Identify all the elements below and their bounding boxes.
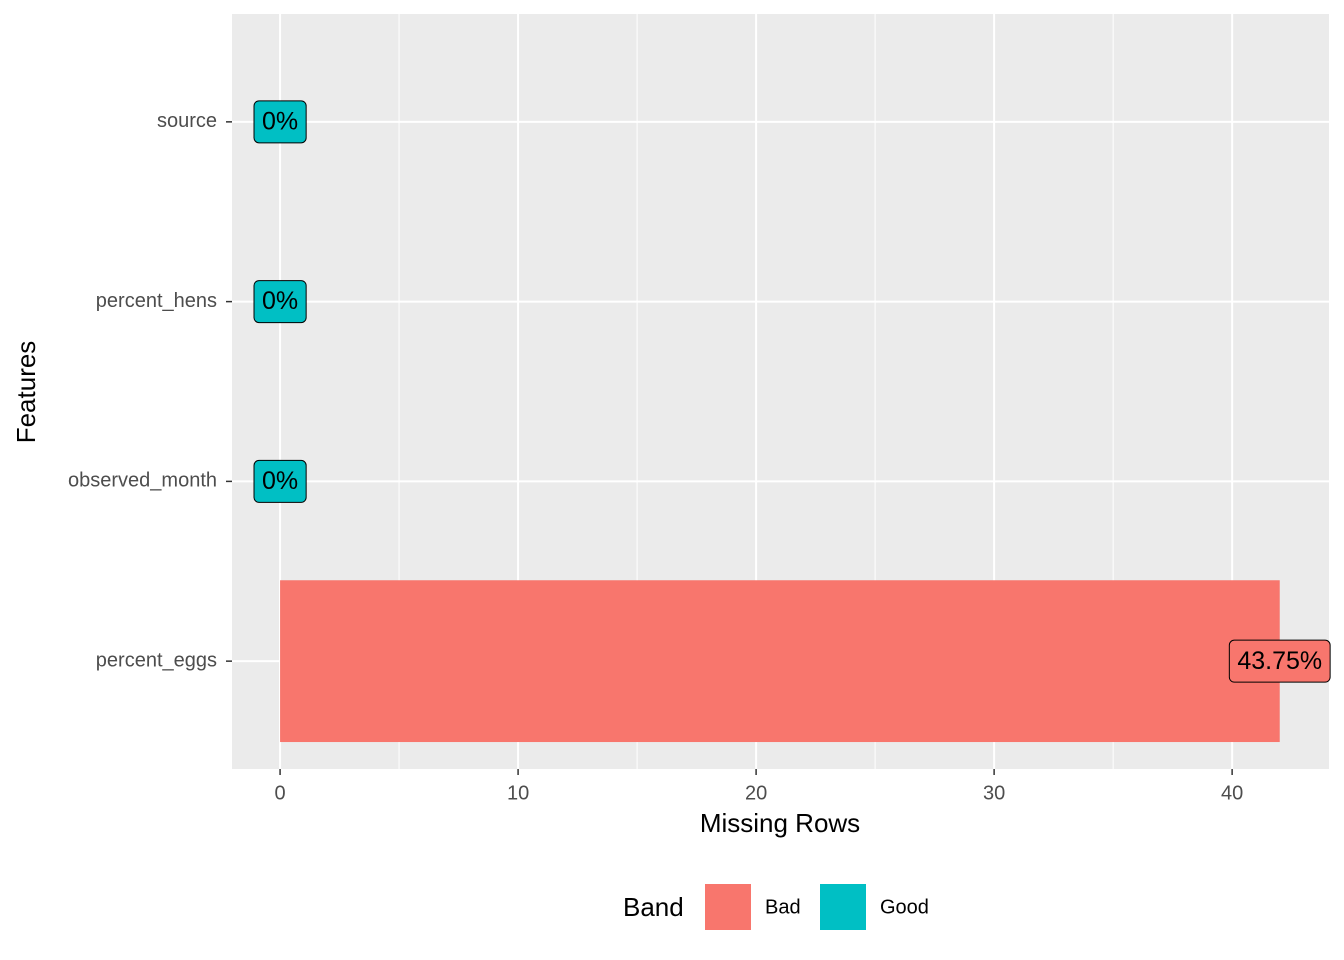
legend-key [705,884,751,930]
data-label-box [253,100,307,144]
y-tick-label: percent_eggs [96,649,217,671]
x-axis-title: Missing Rows [700,808,860,838]
data-label: 0% [262,107,298,135]
legend-key [820,884,866,930]
x-tick-label: 30 [983,782,1005,804]
data-label-box [253,280,307,324]
x-tick-label: 0 [275,782,286,804]
data-label: 43.75% [1237,647,1322,675]
y-axis-title: Features [11,341,41,444]
data-label: 0% [262,467,298,495]
y-tick-label: percent_hens [96,290,217,312]
data-label-box [1228,639,1331,683]
bar [280,580,1280,743]
legend-label: Good [880,896,929,918]
x-tick-label: 40 [1221,782,1243,804]
legend-title: Band [623,892,684,922]
x-tick-label: 20 [745,782,767,804]
data-label-box [253,459,307,503]
data-label: 0% [262,287,298,315]
legend-label: Bad [765,896,801,918]
y-tick-label: observed_month [68,470,217,492]
y-tick-label: source [157,110,217,132]
x-tick-label: 10 [507,782,529,804]
